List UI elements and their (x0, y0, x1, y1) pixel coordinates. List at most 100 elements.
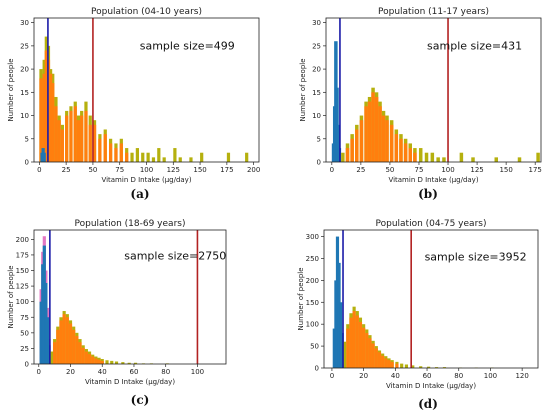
y-tick-label: 25 (20, 345, 29, 353)
histogram-bar (62, 314, 66, 364)
histogram-bar (341, 152, 345, 162)
histogram-bar (103, 134, 107, 162)
histogram-bar (390, 361, 394, 368)
panel-caption: (c) (131, 393, 150, 407)
histogram-bar (442, 367, 447, 368)
histogram-bar (378, 106, 382, 162)
histogram-bar (45, 317, 50, 364)
histogram-bar (84, 351, 88, 364)
histogram-bar (105, 360, 109, 364)
histogram-bar (135, 148, 139, 162)
x-tick-label: 125 (167, 166, 180, 174)
histogram-bar (427, 366, 431, 368)
histogram-bar (394, 134, 399, 162)
histogram-bar (65, 317, 69, 364)
histogram-bar (404, 364, 409, 368)
y-tick-label: 125 (16, 283, 29, 291)
y-tick-label: 0 (315, 365, 319, 373)
y-axis-label: Number of people (7, 265, 15, 328)
histogram-bar (69, 110, 73, 162)
histogram-bar (44, 50, 48, 162)
histogram-bar (59, 320, 63, 364)
histogram-bar (56, 329, 60, 364)
x-tick-label: 150 (499, 166, 512, 174)
histogram-bar (345, 148, 350, 162)
y-tick-label: 20 (312, 66, 321, 74)
histogram-bar (127, 362, 131, 364)
histogram-bar (343, 341, 347, 368)
histogram-bar (336, 124, 340, 162)
histogram-bar (81, 347, 85, 364)
x-axis-label: Vitamin D Intake (μg/day) (101, 176, 191, 184)
x-tick-label: 50 (385, 166, 394, 174)
y-tick-label: 10 (20, 112, 29, 120)
histogram-bar (536, 152, 540, 162)
histogram-bar (157, 148, 161, 162)
y-tick-label: 50 (20, 329, 29, 337)
histogram-bar (434, 367, 439, 368)
y-tick-label: 20 (20, 66, 29, 74)
histogram-bar (100, 360, 104, 364)
x-tick-label: 20 (359, 372, 368, 380)
histogram-bar (459, 152, 464, 162)
chart-panel-3: 0 20 40 60 80 100 0 25 50 75 100 125 150 175 200 Popula… (7, 219, 227, 407)
histogram-bar (53, 342, 57, 364)
x-tick-label: 100 (191, 368, 204, 376)
y-tick-label: 100 (16, 298, 29, 306)
y-tick-label: 5 (25, 135, 29, 143)
histogram-bar (384, 358, 388, 368)
x-tick-label: 150 (193, 166, 206, 174)
x-tick-label: 75 (115, 166, 124, 174)
chart-title: Population (04-10 years) (91, 7, 202, 17)
histogram-bar (381, 115, 386, 162)
histogram-bar (436, 157, 440, 162)
histogram-bar (374, 348, 378, 368)
histogram-bar (400, 363, 404, 368)
chart-panel-1: 0 25 50 75 100 125 150 175 200 0 5 10 15 20 25 30 Popula… (7, 7, 260, 201)
histogram-bar (403, 143, 408, 162)
histogram-bar (141, 152, 145, 162)
chart-title: Population (11-17 years) (378, 7, 489, 17)
histogram-bar (78, 342, 82, 364)
x-tick-label: 25 (62, 166, 71, 174)
x-tick-label: 100 (140, 166, 153, 174)
histogram-bar (413, 152, 417, 162)
histogram-bar (358, 322, 363, 368)
histogram-bar (178, 157, 182, 162)
panel-caption: (a) (130, 187, 149, 201)
histogram-bar (371, 343, 375, 368)
histogram-bar (419, 366, 423, 368)
y-tick-label: 5 (317, 135, 321, 143)
y-tick-label: 100 (306, 321, 319, 329)
plot-frame (323, 229, 539, 369)
histogram-bar (87, 354, 92, 364)
histogram-bar (200, 152, 204, 162)
y-tick-label: 0 (25, 159, 29, 167)
x-tick-label: 120 (515, 372, 528, 380)
histogram-bar (68, 323, 73, 364)
histogram-bar (367, 101, 372, 162)
histogram-bar (109, 143, 113, 162)
histogram-bar (76, 120, 81, 162)
histogram-bar (411, 365, 415, 368)
histogram-bar (72, 329, 76, 364)
histogram-bar (91, 356, 95, 364)
y-tick-label: 300 (306, 233, 319, 241)
histogram-bar (424, 152, 429, 162)
histogram-bar (364, 106, 368, 162)
histogram-bar (65, 115, 69, 162)
histogram-bar (130, 152, 134, 162)
histogram-bar (374, 96, 379, 162)
histogram-bar (385, 120, 389, 162)
x-tick-label: 200 (247, 166, 260, 174)
x-tick-label: 40 (391, 372, 400, 380)
histogram-bar (94, 358, 98, 364)
histogram-bar (395, 363, 399, 368)
x-tick-label: 0 (330, 166, 334, 174)
histogram-bar (51, 83, 55, 162)
histogram-bar (110, 360, 114, 364)
histogram-bar (349, 317, 353, 368)
x-tick-label: 175 (220, 166, 233, 174)
x-axis-label: Vitamin D Intake (μg/day) (388, 176, 478, 184)
histogram-bar (57, 120, 61, 162)
